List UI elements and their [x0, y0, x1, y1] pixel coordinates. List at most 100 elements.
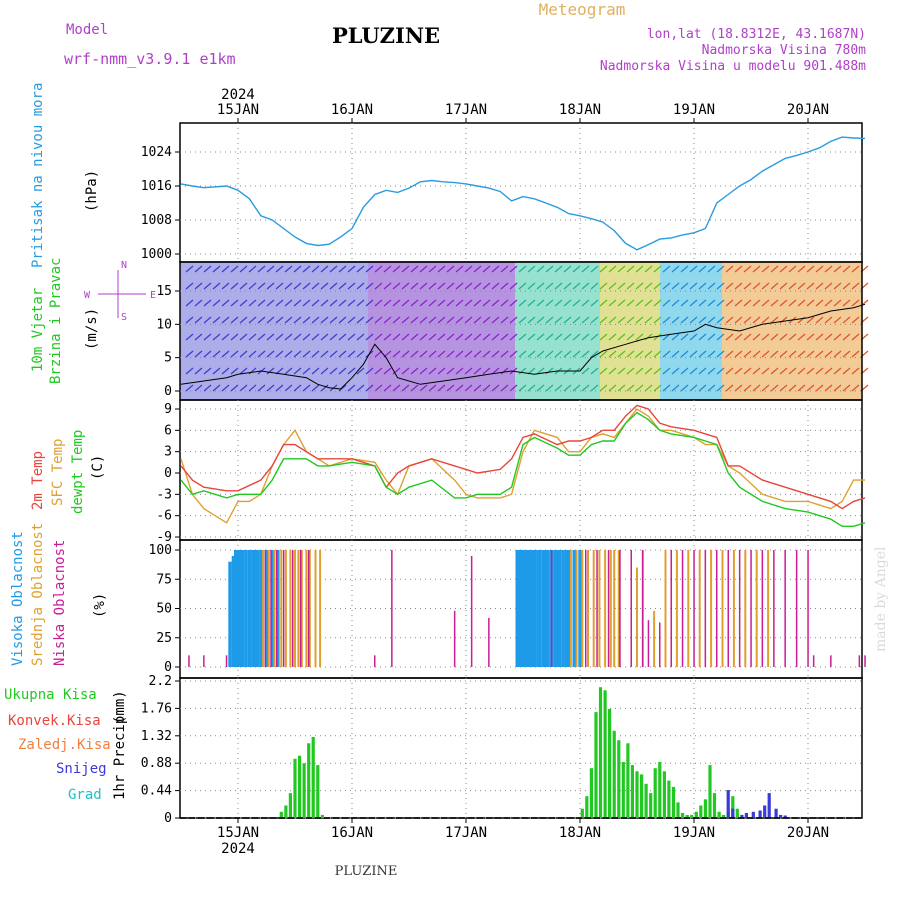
wind-barb: [851, 367, 860, 375]
wind-barb: [833, 333, 842, 341]
top-date-label: 17JAN: [445, 102, 487, 118]
wind-unit: (m/s): [84, 308, 100, 350]
cloud-bar: [698, 550, 701, 667]
wind-barb: [491, 282, 500, 290]
wind-barb: [266, 299, 275, 307]
wind-barb: [680, 384, 689, 392]
precip-bar: [751, 811, 755, 818]
cloud-bar: [488, 617, 490, 667]
wind-barb: [563, 299, 572, 307]
sfc-temp-line: [180, 408, 865, 524]
wind-barb: [482, 367, 491, 375]
wind-barb: [851, 299, 860, 307]
wind-barb: [761, 265, 770, 273]
wind-barb: [482, 350, 491, 358]
wind-barb: [194, 299, 203, 307]
wind-barb: [383, 367, 392, 375]
precip-bar: [735, 808, 739, 818]
precip-bar: [744, 813, 748, 818]
wind-barb: [185, 265, 194, 273]
wind-barb: [617, 384, 626, 392]
wind-barb: [689, 333, 698, 341]
wind-barb: [671, 316, 680, 324]
wind-barb: [455, 282, 464, 290]
wind-barb: [734, 384, 743, 392]
wind-barb: [293, 299, 302, 307]
wind-barb: [284, 367, 293, 375]
wind-barb: [320, 367, 329, 375]
wind-barb: [725, 316, 734, 324]
wind-barb: [842, 299, 851, 307]
wind-barb: [788, 350, 797, 358]
wind-barb: [572, 384, 581, 392]
wind-barb: [248, 299, 257, 307]
wind-barb: [626, 367, 635, 375]
y-tick-label: -9: [156, 530, 172, 545]
wind-barb: [239, 265, 248, 273]
wind-barb: [536, 316, 545, 324]
wind-barb: [266, 367, 275, 375]
y-tick-label: 100: [149, 543, 172, 558]
wind-barb: [446, 299, 455, 307]
wind-barb: [302, 367, 311, 375]
wind-barb: [203, 282, 212, 290]
wind-barb: [806, 299, 815, 307]
wind-barb: [212, 350, 221, 358]
y-tick-label: 1016: [141, 179, 172, 194]
wind-barb: [239, 384, 248, 392]
wind-barb: [797, 265, 806, 273]
wind-barb: [662, 367, 671, 375]
wind-barb: [329, 299, 338, 307]
wind-barb: [320, 265, 329, 273]
wind-barb: [842, 282, 851, 290]
cloud-bar: [592, 550, 595, 667]
cloud-bar: [716, 550, 718, 667]
watermark: made by Angel: [873, 546, 889, 652]
wind-barb: [491, 384, 500, 392]
wind-barb: [626, 265, 635, 273]
wind-barb: [572, 299, 581, 307]
wind-barb: [806, 316, 815, 324]
footer-title: PLUZINE: [335, 864, 398, 879]
wind-barb: [626, 299, 635, 307]
wind-barb: [644, 350, 653, 358]
wind-barb: [833, 282, 842, 290]
wind-barb: [473, 367, 482, 375]
wind-barb: [365, 316, 374, 324]
wind-barb: [554, 299, 563, 307]
precip-label: 1hr Precip: [112, 716, 128, 800]
wind-barb: [437, 384, 446, 392]
wind-barb: [698, 384, 707, 392]
wind-barb: [716, 384, 725, 392]
wind-barb: [230, 350, 239, 358]
precip-bar: [779, 814, 783, 818]
wind-barb: [635, 384, 644, 392]
cloud-bar: [784, 550, 786, 667]
wind-barb: [266, 282, 275, 290]
wind-barb: [815, 384, 824, 392]
wind-barb: [446, 316, 455, 324]
cloud-bar: [282, 550, 285, 667]
wind-barb: [338, 367, 347, 375]
wind-barb: [563, 384, 572, 392]
wind-barb: [833, 367, 842, 375]
precip-bar: [598, 687, 603, 818]
wind-barb: [815, 299, 824, 307]
wind-barb: [680, 282, 689, 290]
precip-bar: [302, 763, 306, 818]
cloud-bar: [289, 550, 292, 667]
cloud-bar: [300, 550, 303, 667]
wind-barb: [644, 316, 653, 324]
wind-barb: [725, 384, 734, 392]
wind-barb: [653, 299, 662, 307]
wind-barb: [203, 299, 212, 307]
cloud-unit: (%): [92, 593, 108, 618]
wind-barb: [815, 333, 824, 341]
wind-barb: [347, 282, 356, 290]
wind-barb: [770, 316, 779, 324]
wind-barb: [707, 333, 716, 341]
wind-barb: [680, 265, 689, 273]
wind-barb: [455, 316, 464, 324]
cloud-bar: [617, 550, 620, 667]
temp-label-dew: dewpt Temp: [70, 430, 86, 514]
